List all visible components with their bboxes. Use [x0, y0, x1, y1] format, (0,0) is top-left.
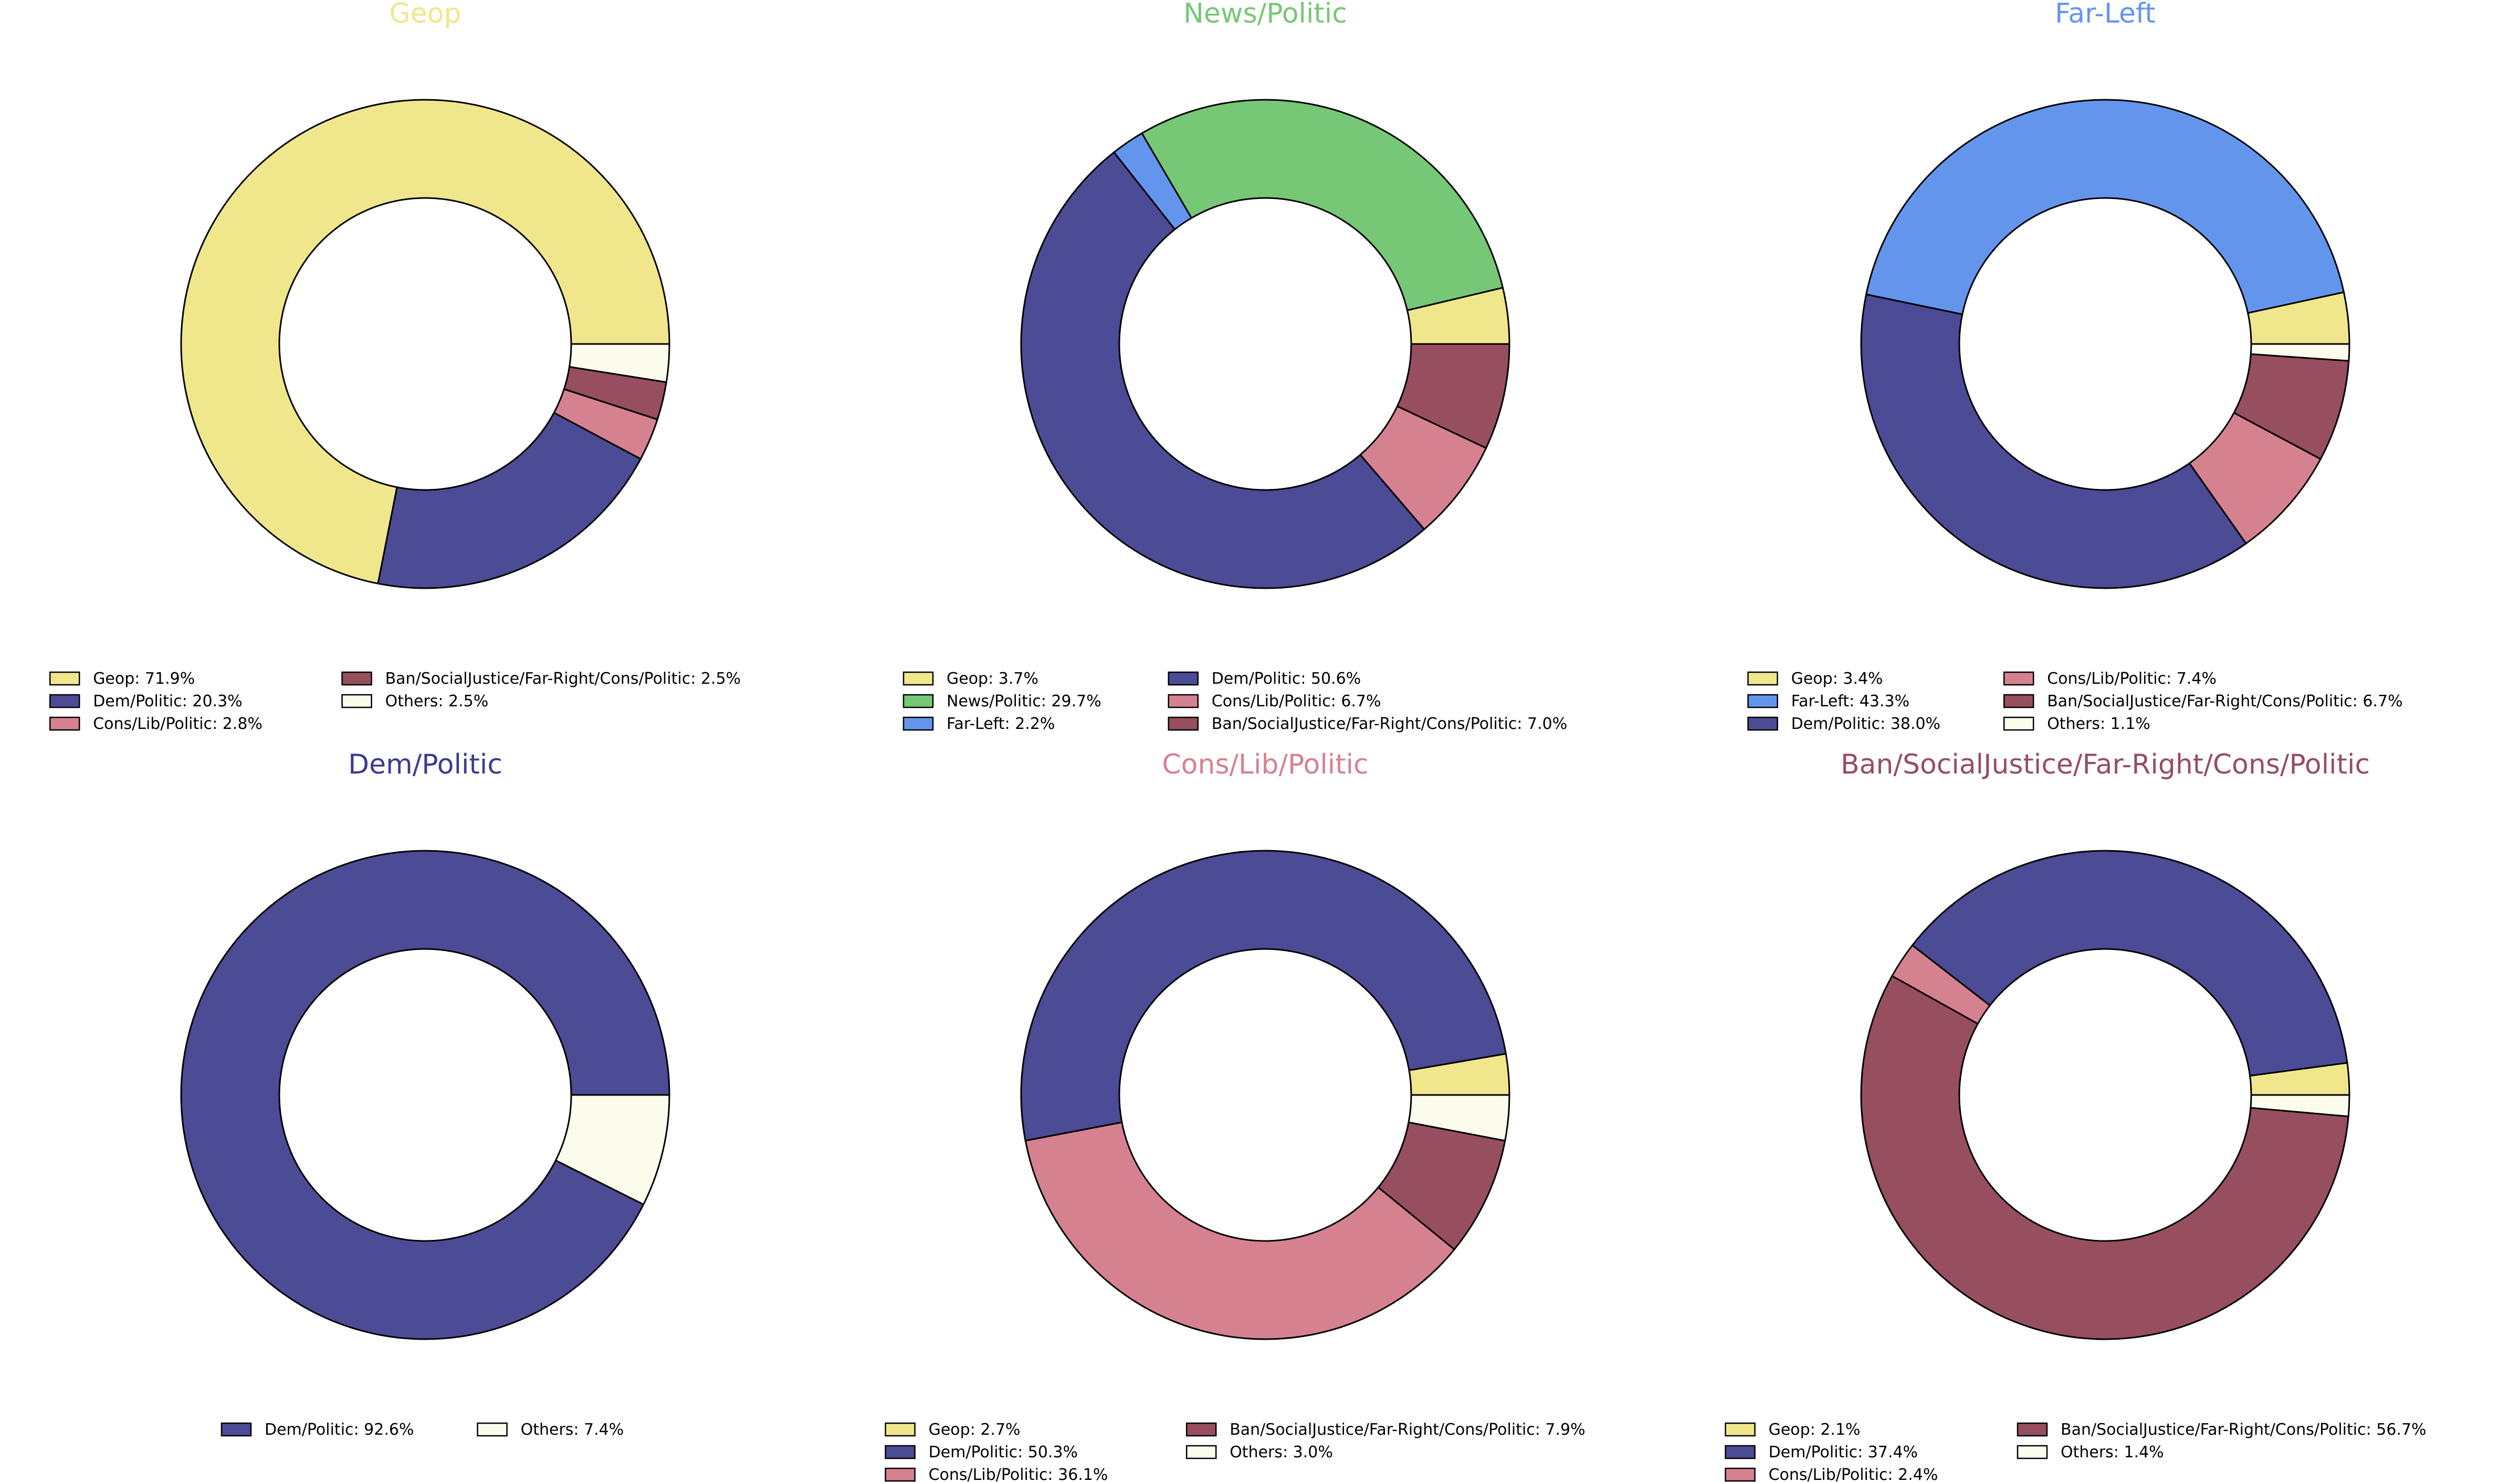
legend-swatch: [1725, 1445, 1756, 1459]
legend-label: Dem/Politic: 92.6%: [265, 1421, 414, 1439]
slice-others: [554, 1094, 670, 1206]
legend-label: Cons/Lib/Politic: 6.7%: [1212, 692, 1381, 711]
legend-swatch: [2017, 1422, 2048, 1437]
slice-dem-politic: [377, 411, 642, 589]
slice-others: [2250, 343, 2350, 362]
legend-label: Others: 1.4%: [2061, 1443, 2164, 1462]
legend-swatch: [49, 716, 80, 731]
legend-label: Geop: 3.4%: [1791, 670, 1883, 688]
legend-swatch: [2003, 694, 2034, 708]
legend: Dem/Politic: 92.6% Others: 7.4%: [220, 1421, 624, 1439]
legend-swatch: [220, 1422, 252, 1437]
chart-title: Dem/Politic: [348, 749, 502, 780]
legend-swatch: [902, 716, 934, 731]
legend-label: Dem/Politic: 50.6%: [1212, 670, 1361, 688]
donut-chart-ban-socialjustice-far-right-cons-politic: Ban/SocialJustice/Far-Right/Cons/Politic…: [1725, 749, 2427, 1482]
legend-label: Far-Left: 2.2%: [947, 715, 1055, 733]
legend-swatch: [2003, 716, 2034, 731]
legend-swatch: [477, 1422, 508, 1437]
legend: Geop: 71.9% Dem/Politic: 20.3% Cons/Lib/Po…: [49, 670, 741, 733]
legend-label: Others: 7.4%: [521, 1421, 624, 1439]
legend-label: Others: 2.5%: [385, 692, 489, 711]
legend: Geop: 2.1% Dem/Politic: 37.4% Cons/Lib/Pol…: [1725, 1421, 2427, 1482]
chart-title: Geop: [389, 0, 461, 29]
legend-label: Ban/SocialJustice/Far-Right/Cons/Politic…: [1230, 1421, 1585, 1439]
donut-chart-news-politic: News/Politic Geop: 3.7% News/Politic: 29.7…: [902, 0, 1567, 733]
legend-swatch: [902, 694, 934, 708]
chart-title: Far-Left: [2055, 0, 2156, 29]
slice-geop: [180, 99, 670, 585]
legend-label: Ban/SocialJustice/Far-Right/Cons/Politic…: [2047, 692, 2402, 711]
slice-ban-socialjustice-far-right-cons-politic: [1860, 975, 2349, 1340]
slice-news-politic: [1140, 99, 1504, 311]
legend-swatch: [2003, 671, 2034, 686]
chart-title: Ban/SocialJustice/Far-Right/Cons/Politic: [1841, 749, 2370, 780]
legend-label: Geop: 3.7%: [947, 670, 1038, 688]
legend-swatch: [902, 671, 934, 686]
legend-swatch: [2017, 1445, 2048, 1459]
legend-label: Cons/Lib/Politic: 2.8%: [93, 715, 262, 733]
legend-label: Ban/SocialJustice/Far-Right/Cons/Politic…: [385, 670, 741, 688]
legend: Geop: 3.7% News/Politic: 29.7% Far-Left: 2…: [902, 670, 1567, 733]
legend-swatch: [1747, 671, 1778, 686]
legend: Geop: 2.7% Dem/Politic: 50.3% Cons/Lib/Pol…: [885, 1421, 1586, 1482]
donut-chart-far-left: Far-Left Geop: 3.4% Far-Left: 43.3% Dem/Pol…: [1747, 0, 2403, 733]
donut-chart-cons-lib-politic: Cons/Lib/Politic Geop: 2.7% Dem/Politic: 5…: [885, 749, 1586, 1482]
legend-swatch: [1168, 694, 1199, 708]
donut-chart-geop: Geop Geop: 71.9% Dem/Politic: 20.3% Cons/Li…: [49, 0, 741, 733]
legend-label: Cons/Lib/Politic: 7.4%: [2047, 670, 2217, 688]
slice-dem-politic: [1860, 293, 2248, 589]
legend-swatch: [1747, 694, 1778, 708]
slice-others: [1408, 1094, 1510, 1142]
legend-label: Dem/Politic: 38.0%: [1791, 715, 1940, 733]
legend-swatch: [49, 694, 80, 708]
slice-others: [568, 343, 670, 383]
slice-dem-politic: [1911, 850, 2348, 1077]
legend-label: Dem/Politic: 50.3%: [929, 1443, 1078, 1462]
legend-swatch: [885, 1445, 916, 1459]
legend-swatch: [1168, 716, 1199, 731]
slice-dem-politic: [1020, 850, 1507, 1142]
chart-title: Cons/Lib/Politic: [1162, 749, 1368, 780]
legend-swatch: [1725, 1467, 1756, 1482]
legend-label: Dem/Politic: 37.4%: [1769, 1443, 1918, 1462]
slice-far-left: [1865, 99, 2345, 316]
slice-others: [2250, 1094, 2350, 1118]
slice-dem-politic: [1020, 151, 1425, 589]
slice-cons-lib-politic: [1024, 1121, 1456, 1340]
legend-label: Others: 3.0%: [1230, 1443, 1333, 1462]
legend-label: Cons/Lib/Politic: 36.1%: [929, 1466, 1108, 1482]
slice-ban-socialjustice-far-right-cons-politic: [1396, 343, 1510, 450]
legend-label: Geop: 71.9%: [93, 670, 195, 688]
legend-swatch: [1168, 671, 1199, 686]
legend-swatch: [885, 1422, 916, 1437]
legend-label: Ban/SocialJustice/Far-Right/Cons/Politic…: [1212, 715, 1567, 733]
legend-label: Dem/Politic: 20.3%: [93, 692, 242, 711]
legend-swatch: [49, 671, 80, 686]
legend-swatch: [885, 1467, 916, 1482]
legend-label: Ban/SocialJustice/Far-Right/Cons/Politic…: [2061, 1421, 2427, 1439]
legend-label: Cons/Lib/Politic: 2.4%: [1769, 1466, 1938, 1482]
legend-swatch: [1747, 716, 1778, 731]
legend-swatch: [1185, 1422, 1217, 1437]
legend-label: Others: 1.1%: [2047, 715, 2150, 733]
legend-label: Geop: 2.7%: [929, 1421, 1021, 1439]
legend-swatch: [341, 694, 372, 708]
slice-dem-politic: [180, 850, 670, 1340]
donut-chart-dem-politic: Dem/Politic Dem/Politic: 92.6% Others: 7.4…: [180, 749, 670, 1439]
legend-swatch: [341, 671, 372, 686]
legend-swatch: [1725, 1422, 1756, 1437]
chart-title: News/Politic: [1183, 0, 1347, 29]
legend-label: News/Politic: 29.7%: [947, 692, 1101, 711]
legend: Geop: 3.4% Far-Left: 43.3% Dem/Politic: 38…: [1747, 670, 2403, 733]
legend-swatch: [1185, 1445, 1217, 1459]
legend-label: Geop: 2.1%: [1769, 1421, 1861, 1439]
legend-label: Far-Left: 43.3%: [1791, 692, 1910, 711]
